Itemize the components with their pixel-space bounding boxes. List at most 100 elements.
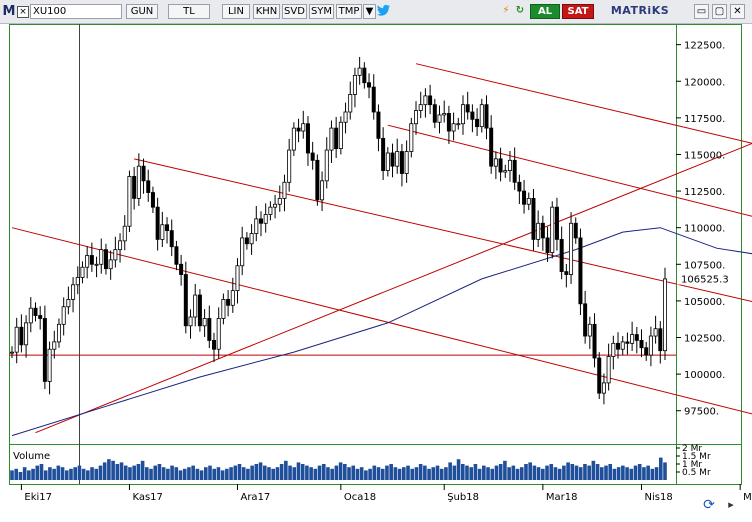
volume-bar — [31, 468, 35, 480]
candle-body — [329, 127, 334, 151]
candle — [451, 112, 456, 141]
candle — [357, 56, 362, 85]
candle-body — [456, 123, 461, 126]
time-tick-label: Şub18 — [447, 492, 479, 503]
volume-tick-label: 0.5 Mr — [682, 468, 711, 478]
candle — [616, 332, 621, 359]
volume-bar — [343, 464, 347, 480]
more-dropdown-button[interactable]: ▼ — [363, 4, 376, 19]
candle — [470, 104, 475, 133]
price-chart[interactable]: 122500. 120000. 117500. 115000. 112500. 11000… — [0, 24, 752, 522]
candle — [24, 315, 29, 358]
candle — [113, 236, 118, 268]
candle-body — [221, 299, 226, 319]
candle-body — [197, 294, 202, 327]
candle-body — [240, 237, 245, 267]
volume-bar — [107, 459, 111, 480]
candle-body — [75, 277, 80, 286]
candle — [648, 326, 653, 367]
candle-body — [446, 113, 451, 132]
candle-body — [498, 158, 503, 173]
candle-body — [202, 318, 207, 327]
toolbar-button-tl[interactable]: TL — [168, 4, 210, 19]
close-window-button[interactable]: ✕ — [730, 4, 745, 19]
toolbar-button-lin[interactable]: LIN — [222, 4, 250, 19]
time-tick-label: Kas17 — [132, 492, 162, 503]
maximize-button[interactable]: ▢ — [712, 4, 727, 19]
candle — [287, 138, 292, 192]
candle — [465, 91, 470, 120]
toolbar-button-gun[interactable]: GUN — [126, 4, 158, 19]
candle — [263, 203, 268, 233]
candle-body — [249, 233, 254, 245]
volume-bar — [532, 465, 537, 480]
candle-body — [437, 114, 442, 123]
candle — [305, 116, 310, 166]
buy-button[interactable]: AL — [530, 4, 560, 19]
candle-body — [376, 111, 381, 139]
volume-bar — [123, 465, 128, 480]
toolbar-button-svd[interactable]: SVD — [282, 4, 307, 19]
sync-icon[interactable]: ⟳ — [703, 497, 715, 513]
volume-bar — [111, 460, 115, 480]
volume-bar — [423, 465, 427, 480]
candle-body — [663, 278, 668, 352]
candle-body — [80, 266, 85, 278]
volume-bar — [115, 464, 120, 480]
candle — [493, 151, 498, 180]
candle — [329, 120, 334, 163]
candle-body — [103, 249, 108, 270]
volume-bar — [174, 467, 179, 480]
candle — [324, 137, 329, 189]
close-chart-button[interactable]: × — [17, 6, 29, 18]
candle — [268, 201, 273, 221]
sell-button[interactable]: SAT — [562, 4, 594, 19]
volume-bar — [237, 464, 242, 480]
candle — [221, 293, 226, 325]
symbol-input[interactable]: XU100 — [30, 4, 122, 19]
volume-bar — [351, 465, 356, 480]
twitter-icon[interactable] — [376, 4, 392, 19]
candle-body — [362, 67, 367, 84]
candle — [630, 321, 635, 351]
candle — [526, 192, 531, 211]
toolbar-button-khn[interactable]: KHN — [253, 4, 280, 19]
lightning-icon[interactable]: ⚡ — [502, 5, 510, 16]
trend-lines — [9, 63, 752, 434]
price-tick-label: 102500. — [684, 334, 725, 345]
candle — [38, 306, 43, 330]
candle — [52, 330, 57, 359]
candle — [625, 332, 630, 355]
candle — [75, 266, 80, 295]
candle-body — [146, 180, 151, 193]
volume-bar — [524, 464, 528, 480]
candle-body — [254, 218, 259, 234]
candle-body — [503, 170, 508, 173]
candle — [179, 254, 184, 286]
toolbar-button-sym[interactable]: SYM — [309, 4, 334, 19]
candle-body — [357, 67, 362, 76]
candle-body — [489, 127, 494, 167]
candle-body — [310, 152, 315, 161]
candle — [183, 261, 188, 334]
candle-body — [301, 123, 306, 132]
candle — [118, 233, 123, 263]
volume-bar — [275, 467, 280, 480]
volume-bar — [439, 468, 444, 480]
minimize-button[interactable]: ▭ — [694, 4, 709, 19]
candle-body — [94, 263, 99, 266]
candle-body — [324, 149, 329, 182]
refresh-icon[interactable]: ↻ — [515, 5, 525, 16]
volume-bar — [663, 462, 667, 480]
candle-body — [160, 224, 165, 240]
price-tick-label: 112500. — [684, 187, 725, 198]
volume-bar — [616, 467, 621, 480]
toolbar-button-tmp[interactable]: TMP — [336, 4, 362, 19]
candle-body — [428, 95, 433, 106]
candle — [334, 116, 339, 158]
arrow-icon[interactable]: ▸ — [728, 498, 734, 511]
volume-bar — [511, 465, 516, 480]
candle-body — [597, 357, 602, 394]
candle-body — [118, 240, 123, 251]
candle-body — [268, 206, 273, 215]
